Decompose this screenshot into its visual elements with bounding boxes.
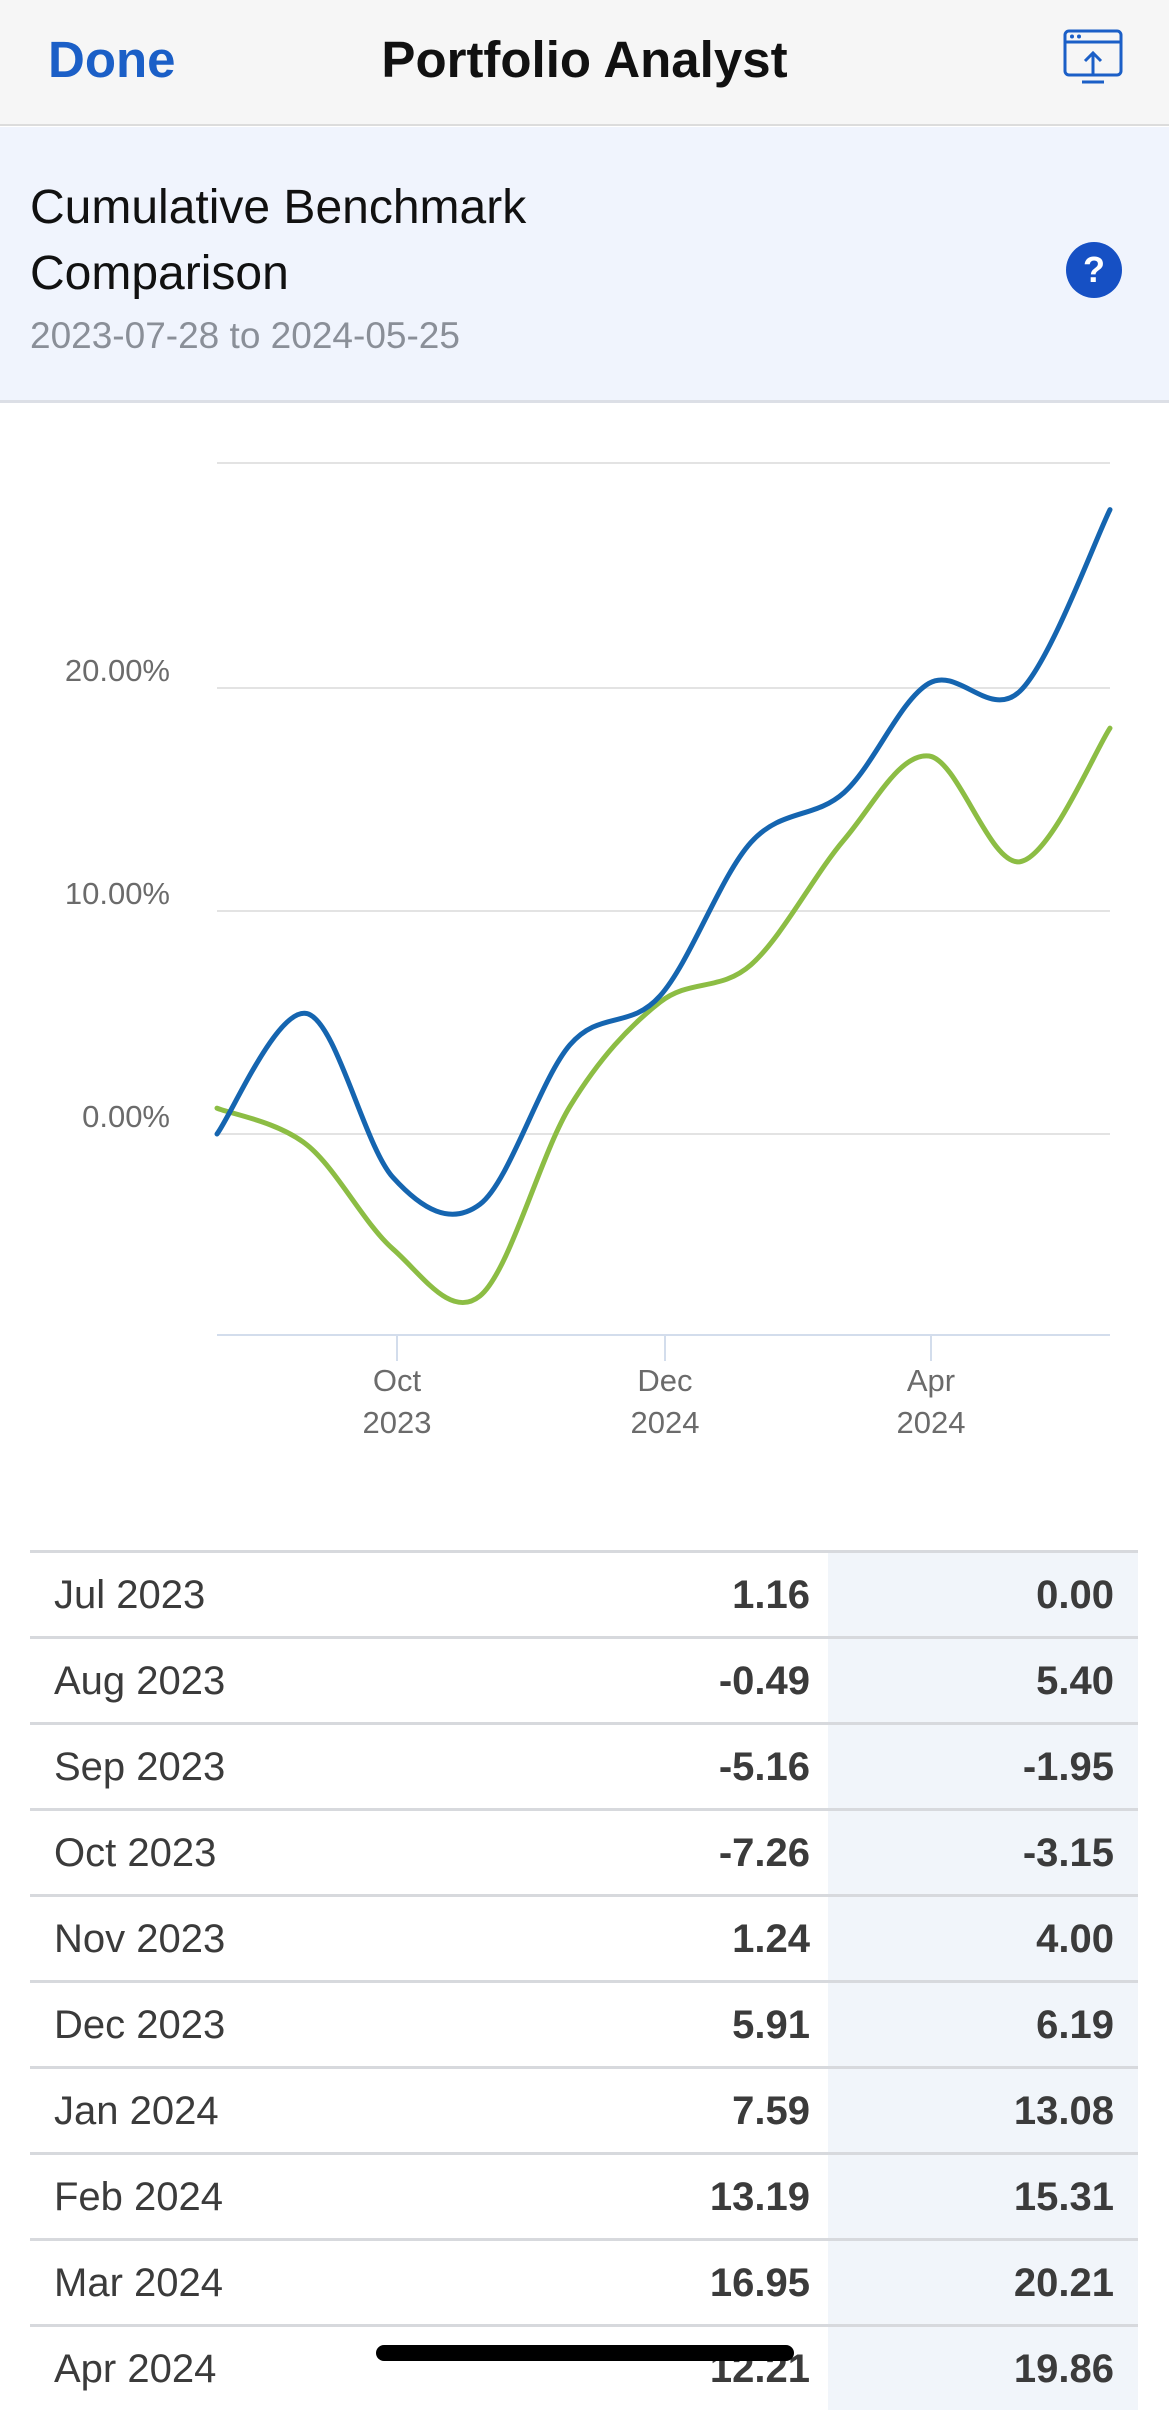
x-tick-month: Dec: [637, 1363, 692, 1398]
row-value-a: -5.16: [718, 1745, 810, 1789]
row-value-a: 1.24: [732, 1917, 810, 1961]
help-icon[interactable]: ?: [1066, 242, 1122, 298]
table-row: Aug 2023 -0.49 5.40: [30, 1636, 1138, 1722]
row-value-b: 4.00: [1036, 1917, 1114, 1961]
row-value-b: 19.86: [1013, 2347, 1114, 2391]
x-axis-labels: Oct 2023 Dec 2024 Apr 2024: [363, 1335, 966, 1440]
row-value-b: 20.21: [1013, 2261, 1114, 2305]
row-value-a: -7.26: [718, 1831, 810, 1875]
column-highlight: [828, 1897, 1138, 1980]
x-tick-month: Apr: [907, 1363, 955, 1398]
column-highlight: [828, 2241, 1138, 2324]
column-highlight: [828, 1983, 1138, 2066]
row-value-b: 6.19: [1036, 2003, 1114, 2047]
table-row: Nov 2023 1.24 4.00: [30, 1894, 1138, 1980]
row-month: Mar 2024: [54, 2261, 223, 2305]
row-month: Oct 2023: [54, 1831, 217, 1875]
monthly-returns-table: Jul 2023 1.16 0.00 Aug 2023 -0.49 5.40 Sep 202…: [30, 1550, 1138, 2410]
home-indicator: [376, 2345, 794, 2361]
row-value-b: 0.00: [1036, 1573, 1114, 1617]
done-button[interactable]: Done: [48, 31, 176, 88]
row-value-a: 13.19: [709, 2175, 810, 2219]
table-row: Sep 2023 -5.16 -1.95: [30, 1722, 1138, 1808]
row-month: Nov 2023: [54, 1917, 226, 1961]
row-value-a: 7.59: [732, 2089, 810, 2133]
navigation-bar: Done Portfolio Analyst: [0, 0, 1169, 126]
y-tick-label: 20.00%: [65, 653, 170, 688]
row-value-b: 5.40: [1036, 1659, 1114, 1703]
row-value-b: -3.15: [1022, 1831, 1114, 1875]
table-row: Feb 2024 13.19 15.31: [30, 2152, 1138, 2238]
row-value-a: 5.91: [732, 2003, 810, 2047]
chart-series: [214, 507, 1113, 1305]
table-row: Oct 2023 -7.26 -3.15: [30, 1808, 1138, 1894]
series-line-green: [214, 725, 1113, 1305]
column-highlight: [828, 2155, 1138, 2238]
table-row: Mar 2024 16.95 20.21: [30, 2238, 1138, 2324]
column-highlight: [828, 1639, 1138, 1722]
table-row: Jan 2024 7.59 13.08: [30, 2066, 1138, 2152]
report-header: Cumulative Benchmark Comparison 2023-07-…: [0, 127, 1169, 403]
row-value-b: 15.31: [1013, 2175, 1114, 2219]
column-highlight: [828, 1811, 1138, 1894]
table-row: Apr 2024 12.21 19.86: [30, 2324, 1138, 2410]
x-tick-year: 2024: [631, 1405, 700, 1440]
row-value-b: 13.08: [1013, 2089, 1114, 2133]
chart-gridlines: [217, 462, 1110, 1336]
table-row: Jul 2023 1.16 0.00: [30, 1550, 1138, 1636]
row-value-a: -0.49: [718, 1659, 810, 1703]
row-value-b: -1.95: [1022, 1745, 1114, 1789]
row-month: Jul 2023: [54, 1573, 206, 1617]
row-month: Aug 2023: [54, 1659, 226, 1703]
row-month: Dec 2023: [54, 2003, 226, 2047]
date-range: 2023-07-28 to 2024-05-25: [30, 315, 460, 356]
series-line-blue: [214, 507, 1113, 1217]
row-month: Feb 2024: [54, 2175, 224, 2219]
row-month: Jan 2024: [54, 2089, 219, 2133]
x-tick-year: 2024: [897, 1405, 966, 1440]
table-row: Dec 2023 5.91 6.19: [30, 1980, 1138, 2066]
x-tick-month: Oct: [373, 1363, 422, 1398]
row-month: Sep 2023: [54, 1745, 226, 1789]
report-title: Cumulative Benchmark Comparison: [30, 181, 527, 300]
y-axis-labels: 0.00% 10.00% 20.00%: [65, 653, 170, 1134]
row-month: Apr 2024: [54, 2347, 217, 2391]
row-value-a: 16.95: [709, 2261, 810, 2305]
column-highlight: [828, 2069, 1138, 2152]
y-tick-label: 10.00%: [65, 876, 170, 911]
benchmark-line-chart: 0.00% 10.00% 20.00% Oct 2023 Dec 2024 Apr 2024: [65, 462, 1113, 1440]
x-tick-year: 2023: [363, 1405, 432, 1440]
y-tick-label: 0.00%: [82, 1099, 170, 1134]
row-value-a: 1.16: [732, 1573, 810, 1617]
column-highlight: [828, 1553, 1138, 1636]
column-highlight: [828, 1725, 1138, 1808]
share-window-icon[interactable]: [1062, 28, 1126, 88]
